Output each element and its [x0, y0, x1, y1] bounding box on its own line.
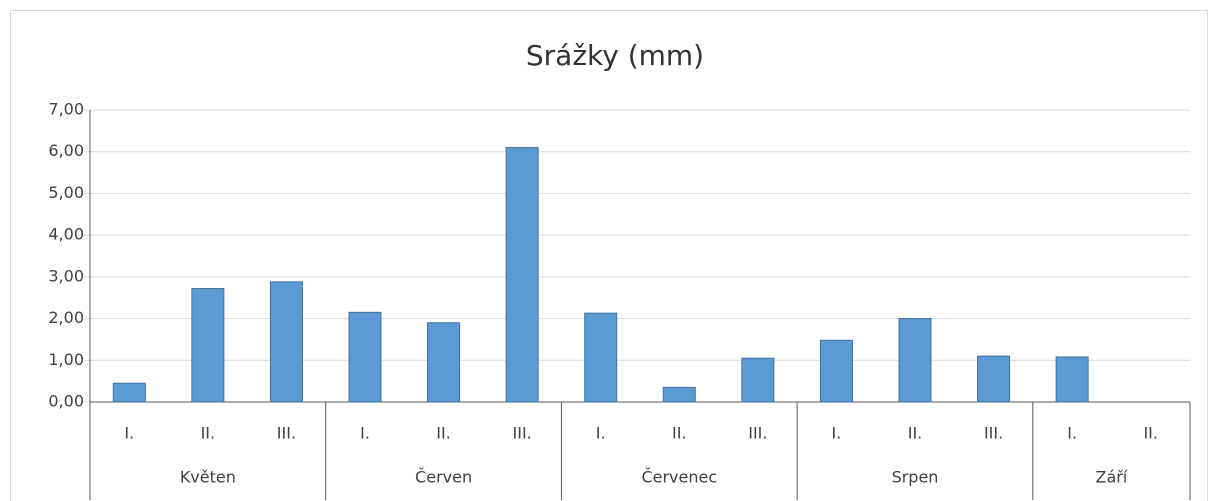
- y-tick-label: 7,00: [48, 100, 84, 119]
- bar: [898, 318, 932, 403]
- x-tick-label: I.: [360, 424, 370, 443]
- x-tick-label: III.: [277, 424, 296, 443]
- x-tick-label: II.: [908, 424, 923, 443]
- y-tick-label: 4,00: [48, 225, 84, 244]
- bar: [348, 311, 382, 403]
- bar: [427, 322, 461, 403]
- y-tick-label: 2,00: [48, 308, 84, 327]
- bar: [662, 386, 696, 403]
- y-tick-label: 3,00: [48, 266, 84, 285]
- x-tick-label: I.: [832, 424, 842, 443]
- y-tick-label: 5,00: [48, 183, 84, 202]
- x-tick-label: III.: [984, 424, 1003, 443]
- bar: [191, 288, 225, 403]
- chart-title: Srážky (mm): [526, 39, 704, 72]
- group-label: Květen: [180, 468, 236, 487]
- bar: [584, 312, 618, 403]
- group-label: Červen: [415, 468, 472, 487]
- bar: [819, 339, 853, 403]
- group-label: Srpen: [892, 468, 939, 487]
- y-tick-label: 1,00: [48, 350, 84, 369]
- x-tick-label: II.: [436, 424, 451, 443]
- x-tick-label: III.: [748, 424, 767, 443]
- x-tick-label: I.: [124, 424, 134, 443]
- y-tick-label: 6,00: [48, 141, 84, 160]
- y-tick-label: 0,00: [48, 392, 84, 411]
- bar: [977, 355, 1011, 403]
- x-tick-label: II.: [201, 424, 216, 443]
- chart-frame: [10, 10, 1208, 501]
- x-tick-label: II.: [672, 424, 687, 443]
- x-tick-label: I.: [596, 424, 606, 443]
- bar: [741, 357, 775, 403]
- bar: [1055, 356, 1089, 403]
- x-tick-label: I.: [1067, 424, 1077, 443]
- group-label: Červenec: [641, 468, 717, 487]
- bar: [505, 147, 539, 403]
- bar: [112, 382, 146, 403]
- x-tick-label: II.: [1143, 424, 1158, 443]
- bar: [269, 281, 303, 403]
- group-label: Září: [1096, 468, 1128, 487]
- x-tick-label: III.: [513, 424, 532, 443]
